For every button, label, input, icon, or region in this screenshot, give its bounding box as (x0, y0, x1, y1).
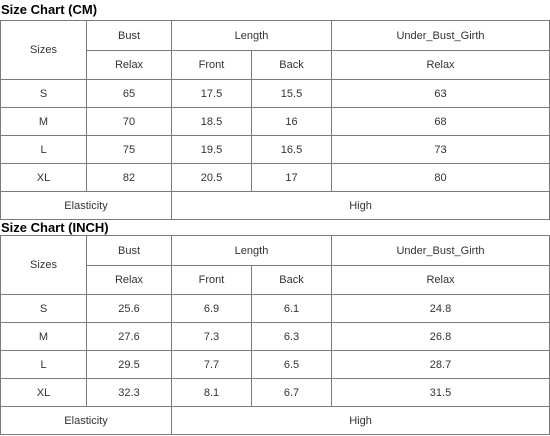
cell: 63 (331, 79, 550, 108)
footer-label: Elasticity (0, 191, 172, 220)
cell: M (0, 322, 87, 351)
cell: 7.7 (171, 350, 252, 379)
subheader-cell: Front (171, 50, 252, 80)
footer-row: Elasticity High (0, 406, 550, 435)
cell: 17.5 (171, 79, 252, 108)
cell: 70 (86, 107, 172, 136)
size-row: M 70 18.5 16 68 (0, 107, 550, 136)
cell: 28.7 (331, 350, 550, 379)
cell: 80 (331, 163, 550, 192)
cell: 31.5 (331, 378, 550, 407)
subheader-cell: Back (251, 265, 332, 295)
header-cell: Bust (86, 20, 172, 51)
subheader-row: Relax Front Back Relax (1, 265, 550, 295)
header-cell: Length (171, 20, 332, 51)
size-row: L 29.5 7.7 6.5 28.7 (0, 350, 550, 379)
size-row: S 65 17.5 15.5 63 (0, 79, 550, 108)
header-cell: Bust (86, 235, 172, 266)
size-table: Sizes Bust Length Under_Bust_Girth Relax Fron… (0, 235, 550, 435)
cell: 65 (86, 79, 172, 108)
cell: 20.5 (171, 163, 252, 192)
cell: 32.3 (86, 378, 172, 407)
footer-value: High (171, 191, 550, 220)
cell: 17 (251, 163, 332, 192)
cell: XL (0, 378, 87, 407)
table-body: Sizes Bust Length Under_Bust_Girth Relax Fron… (0, 235, 550, 435)
subheader-cell: Relax (86, 50, 172, 80)
cell: 18.5 (171, 107, 252, 136)
cell: 25.6 (86, 294, 172, 323)
cell: 16 (251, 107, 332, 136)
size-row: M 27.6 7.3 6.3 26.8 (0, 322, 550, 351)
cell: 6.5 (251, 350, 332, 379)
cell: 6.1 (251, 294, 332, 323)
cell: 6.7 (251, 378, 332, 407)
subheader-cell: Back (251, 50, 332, 80)
header-row: Sizes Bust Length Under_Bust_Girth (0, 20, 550, 80)
table-title: Size Chart (INCH) (1, 220, 109, 235)
cell: L (0, 350, 87, 379)
header-cell: Length (171, 235, 332, 266)
cell: 26.8 (331, 322, 550, 351)
subheader-cell: Front (171, 265, 252, 295)
cell: 27.6 (86, 322, 172, 351)
size-row: XL 82 20.5 17 80 (0, 163, 550, 192)
footer-label: Elasticity (0, 406, 172, 435)
cell: 73 (331, 135, 550, 164)
cell: 16.5 (251, 135, 332, 164)
size-row: S 25.6 6.9 6.1 24.8 (0, 294, 550, 323)
cell: S (0, 79, 87, 108)
cell: S (0, 294, 87, 323)
cell: L (0, 135, 87, 164)
header-row: Sizes Bust Length Under_Bust_Girth (0, 235, 550, 295)
subheader-cell: Relax (331, 265, 550, 295)
size-table: Sizes Bust Length Under_Bust_Girth Relax Fron… (0, 20, 550, 220)
table-body: Sizes Bust Length Under_Bust_Girth Relax Fron… (0, 20, 550, 220)
header-cell: Under_Bust_Girth (331, 235, 550, 266)
cell: 8.1 (171, 378, 252, 407)
footer-row: Elasticity High (0, 191, 550, 220)
subheader-cell: Relax (86, 265, 172, 295)
footer-value: High (171, 406, 550, 435)
subheader-cell: Relax (331, 50, 550, 80)
cell: 6.9 (171, 294, 252, 323)
cell: 29.5 (86, 350, 172, 379)
cell: 7.3 (171, 322, 252, 351)
cell: 82 (86, 163, 172, 192)
cell: 15.5 (251, 79, 332, 108)
cell: 6.3 (251, 322, 332, 351)
cell: 19.5 (171, 135, 252, 164)
cell: XL (0, 163, 87, 192)
cell: 24.8 (331, 294, 550, 323)
header-cell: Sizes (0, 235, 87, 295)
cell: 75 (86, 135, 172, 164)
size-row: XL 32.3 8.1 6.7 31.5 (0, 378, 550, 407)
header-cell: Sizes (0, 20, 87, 80)
header-cell: Under_Bust_Girth (331, 20, 550, 51)
cell: M (0, 107, 87, 136)
size-row: L 75 19.5 16.5 73 (0, 135, 550, 164)
subheader-row: Relax Front Back Relax (1, 50, 550, 80)
cell: 68 (331, 107, 550, 136)
table-title: Size Chart (CM) (1, 2, 98, 17)
